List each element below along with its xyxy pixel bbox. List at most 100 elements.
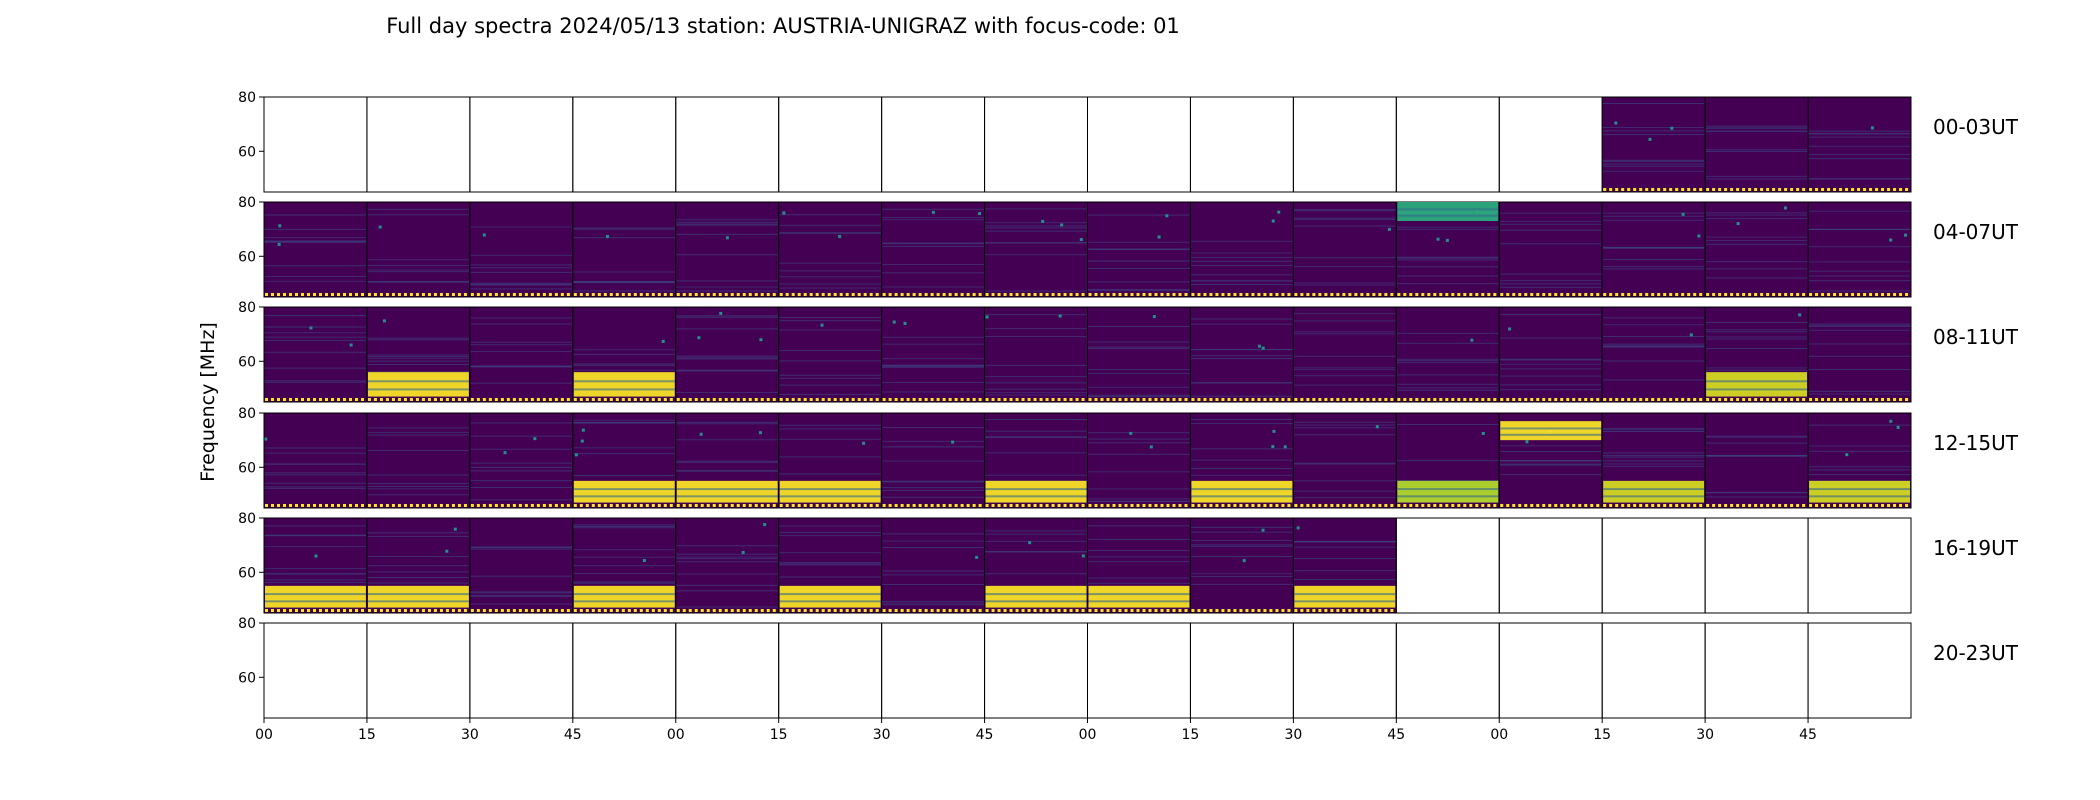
spectrum-line bbox=[1602, 360, 1706, 362]
calibration-mark bbox=[863, 293, 867, 296]
spectrum-line bbox=[1087, 577, 1191, 579]
calibration-mark bbox=[494, 609, 498, 612]
calibration-mark bbox=[906, 504, 910, 507]
spectrum-line bbox=[675, 545, 779, 547]
calibration-mark bbox=[349, 609, 352, 612]
spectrogram-panel bbox=[469, 307, 573, 402]
calibration-mark bbox=[494, 504, 498, 507]
calibration-mark bbox=[1554, 398, 1558, 401]
burst-band bbox=[1809, 495, 1910, 498]
rfi-dot bbox=[445, 549, 449, 553]
radio-burst bbox=[1088, 585, 1190, 608]
rfi-dot bbox=[661, 339, 665, 343]
calibration-mark bbox=[997, 398, 1001, 401]
spectrum-line bbox=[1293, 369, 1397, 371]
spectrogram-panel bbox=[1396, 307, 1500, 402]
calibration-mark bbox=[772, 398, 776, 401]
rfi-dot bbox=[1271, 445, 1275, 449]
spectrum-line bbox=[264, 265, 367, 267]
calibration-mark bbox=[912, 504, 916, 507]
calibration-mark bbox=[1736, 504, 1740, 507]
spectrum-line bbox=[366, 565, 470, 567]
calibration-mark bbox=[1790, 398, 1794, 401]
calibration-mark bbox=[1815, 188, 1819, 191]
calibration-mark bbox=[1712, 504, 1716, 507]
rfi-dot bbox=[1081, 554, 1085, 558]
spectrum-line bbox=[1087, 488, 1191, 490]
spectrum-line bbox=[675, 355, 779, 357]
calibration-mark bbox=[506, 398, 510, 401]
calibration-mark bbox=[1493, 504, 1497, 507]
calibration-mark bbox=[1063, 609, 1067, 612]
calibration-mark bbox=[397, 293, 401, 296]
calibration-mark bbox=[1300, 609, 1304, 612]
calibration-mark bbox=[1881, 504, 1885, 507]
calibration-mark bbox=[1063, 398, 1067, 401]
calibration-mark bbox=[966, 293, 970, 296]
calibration-mark bbox=[1578, 398, 1582, 401]
calibration-mark bbox=[1457, 293, 1461, 296]
calibration-mark bbox=[1736, 398, 1740, 401]
spectrum-line bbox=[366, 555, 470, 557]
spectrum-line bbox=[881, 366, 985, 368]
calibration-mark bbox=[954, 293, 958, 296]
spectrum-line bbox=[1087, 498, 1191, 500]
spectrum-line bbox=[675, 584, 779, 586]
rfi-dot bbox=[1271, 219, 1275, 223]
spectrum-line bbox=[881, 480, 985, 482]
calibration-mark bbox=[1033, 609, 1037, 612]
radio-burst bbox=[367, 372, 469, 397]
calibration-mark bbox=[1663, 188, 1667, 191]
spectrum-line bbox=[469, 591, 573, 593]
spectrum-line bbox=[1190, 423, 1294, 425]
calibration-mark bbox=[349, 504, 352, 507]
spectrogram-panel bbox=[1499, 307, 1603, 402]
calibration-mark bbox=[651, 293, 655, 296]
spectrum-background bbox=[1602, 97, 1706, 192]
calibration-mark bbox=[1421, 504, 1425, 507]
spectrum-background bbox=[1705, 202, 1809, 297]
calibration-mark bbox=[1506, 504, 1510, 507]
calibration-mark bbox=[373, 293, 377, 296]
calibration-mark bbox=[343, 398, 346, 401]
calibration-mark bbox=[621, 504, 625, 507]
calibration-mark bbox=[1790, 188, 1794, 191]
spectrum-line bbox=[1190, 526, 1294, 528]
calibration-mark bbox=[542, 504, 546, 507]
spectrum-line bbox=[881, 264, 985, 266]
calibration-mark bbox=[1736, 293, 1740, 296]
calibration-mark bbox=[875, 609, 879, 612]
spectrum-line bbox=[1705, 125, 1809, 127]
spectrum-line bbox=[778, 276, 882, 278]
calibration-mark bbox=[1457, 398, 1461, 401]
calibration-mark bbox=[391, 609, 395, 612]
calibration-mark bbox=[772, 293, 776, 296]
calibration-mark bbox=[1015, 398, 1019, 401]
spectrum-line bbox=[1808, 325, 1911, 327]
calibration-mark bbox=[573, 293, 577, 296]
calibration-mark bbox=[482, 504, 486, 507]
calibration-mark bbox=[1657, 504, 1661, 507]
calibration-mark bbox=[566, 398, 570, 401]
calibration-mark bbox=[1330, 293, 1334, 296]
spectrum-line bbox=[1190, 260, 1294, 262]
spectrum-line bbox=[1499, 220, 1603, 222]
calibration-mark bbox=[1645, 398, 1649, 401]
calibration-mark bbox=[1590, 504, 1594, 507]
spectrum-line bbox=[984, 474, 1088, 476]
spectrum-line bbox=[469, 592, 573, 594]
calibration-mark bbox=[1663, 293, 1667, 296]
calibration-mark bbox=[470, 293, 474, 296]
calibration-mark bbox=[1009, 609, 1013, 612]
spectrum-line bbox=[469, 366, 573, 368]
spectrum-line bbox=[1499, 359, 1603, 361]
calibration-mark bbox=[1487, 398, 1491, 401]
radio-burst bbox=[1500, 421, 1602, 441]
calibration-mark bbox=[1742, 398, 1746, 401]
spectrum-line bbox=[572, 565, 676, 567]
calibration-mark bbox=[682, 293, 686, 296]
calibration-mark bbox=[972, 398, 976, 401]
rfi-dot bbox=[1272, 429, 1276, 433]
calibration-mark bbox=[1378, 609, 1382, 612]
rfi-dot bbox=[580, 439, 584, 443]
